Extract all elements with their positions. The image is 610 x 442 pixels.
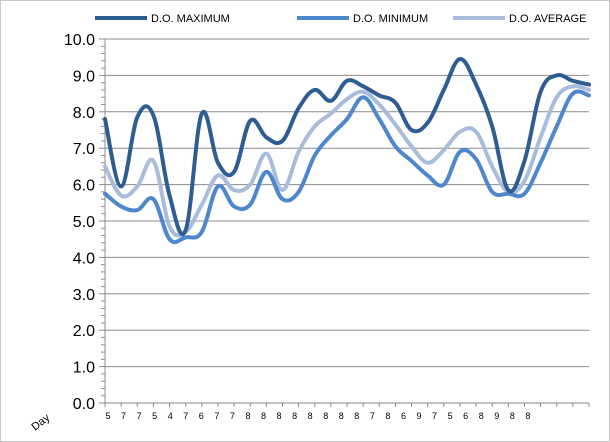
x-tick-label: 7 [432, 411, 437, 421]
axes [99, 38, 590, 407]
x-tick-label: 7 [137, 411, 142, 421]
x-tick-label: 8 [277, 411, 282, 421]
grid-lines [105, 38, 589, 368]
x-tick-label: 7 [183, 411, 188, 421]
x-tick-label: 4 [168, 411, 173, 421]
x-tick-label: 9 [494, 411, 499, 421]
y-tick-label-0.0: 0.0 [73, 396, 95, 413]
y-tick-label-6.0: 6.0 [73, 178, 95, 195]
series-line-d-o-minimum [103, 89, 591, 245]
y-tick-label-4.0: 4.0 [73, 250, 95, 267]
x-tick-label: 5 [105, 411, 110, 421]
x-tick-label: 6 [199, 411, 204, 421]
x-tick-label: 5 [448, 411, 453, 421]
x-tick-label: 8 [385, 411, 390, 421]
y-tick-label-3.0: 3.0 [73, 287, 95, 304]
series-line-d-o-maximum [103, 57, 591, 237]
x-axis-label: Day [29, 412, 52, 434]
y-tick-label-9.0: 9.0 [73, 68, 95, 85]
x-tick-label: 8 [323, 411, 328, 421]
y-tick-label-5.0: 5.0 [73, 214, 95, 231]
x-tick-label: 7 [121, 411, 126, 421]
x-tick-label: 8 [245, 411, 250, 421]
x-tick-label: 6 [401, 411, 406, 421]
legend-label-d-o-minimum: D.O. MINIMUM [353, 13, 428, 25]
x-tick-label: 7 [370, 411, 375, 421]
x-tick-label: 8 [510, 411, 515, 421]
x-tick-label: 8 [354, 411, 359, 421]
x-tick-label: 5 [152, 411, 157, 421]
x-tick-label: 6 [463, 411, 468, 421]
x-tick-label: 7 [230, 411, 235, 421]
y-tick-label-7.0: 7.0 [73, 141, 95, 158]
series-lines [103, 57, 591, 245]
y-tick-label-8.0: 8.0 [73, 105, 95, 122]
x-tick-label: 8 [339, 411, 344, 421]
legend: D.O. MAXIMUM D.O. MINIMUM D.O. AVERAGE [95, 13, 586, 25]
y-tick-label-10.0: 10.0 [64, 32, 95, 49]
x-tick-label: 8 [479, 411, 484, 421]
x-tick-label: 8 [525, 411, 530, 421]
x-tick-label: 8 [261, 411, 266, 421]
y-tick-label-2.0: 2.0 [73, 323, 95, 340]
series-line-d-o-average [103, 84, 591, 238]
x-tick-label: 8 [292, 411, 297, 421]
y-tick-label-1.0: 1.0 [73, 360, 95, 377]
y-tick-labels: 0.0 1.0 2.0 3.0 4.0 5.0 6.0 7.0 8.0 9.0 10.0 [64, 32, 95, 413]
x-tick-label: 9 [416, 411, 421, 421]
legend-label-d-o-maximum: D.O. MAXIMUM [151, 13, 230, 25]
x-tick-label: 7 [214, 411, 219, 421]
legend-label-d-o-average: D.O. AVERAGE [509, 13, 586, 25]
x-tick-label: 8 [308, 411, 313, 421]
